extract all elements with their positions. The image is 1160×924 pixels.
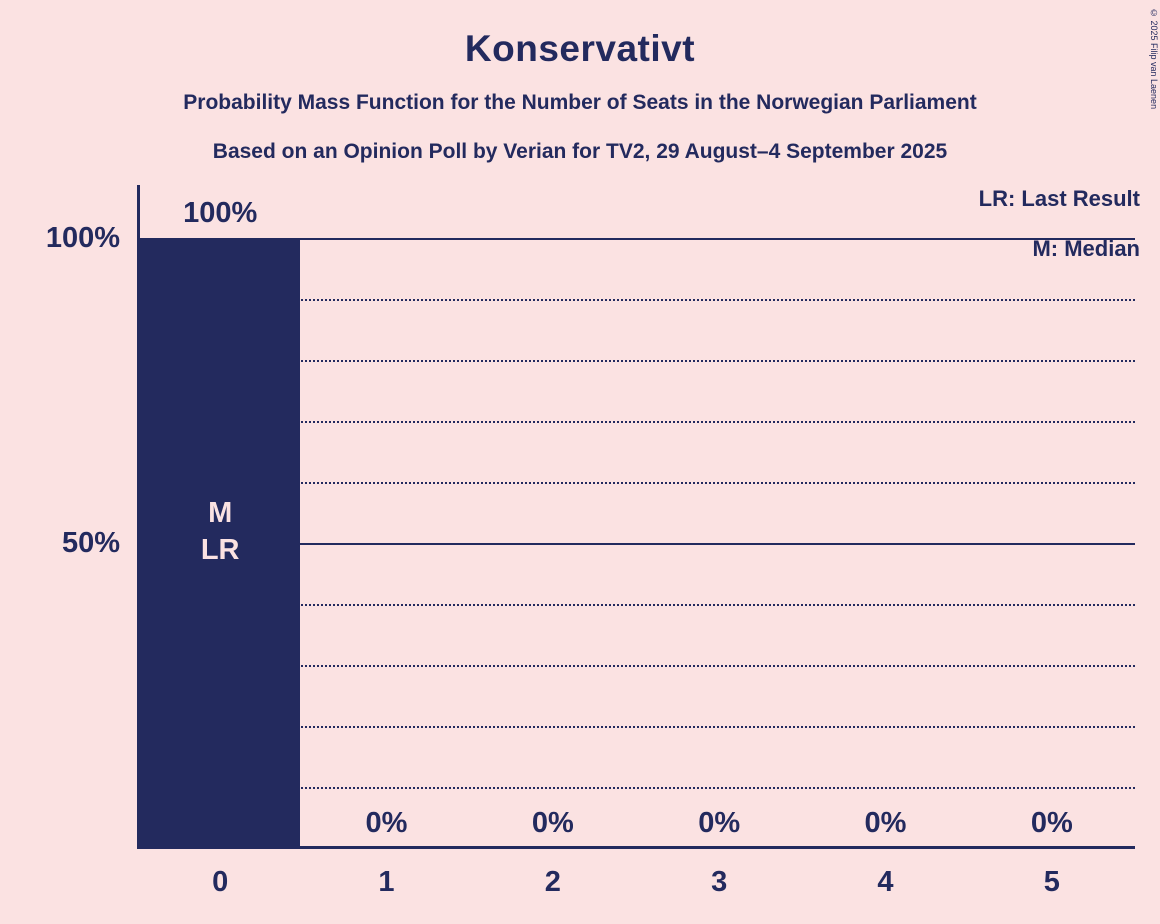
legend: LR: Last Result M: Median: [979, 186, 1140, 286]
x-tick-label-2: 2: [544, 866, 561, 898]
x-axis-labels: 0 1 2 3 4 5: [137, 862, 1135, 906]
x-tick-label-0: 0: [212, 866, 229, 898]
chart-title: Konservativt: [464, 28, 696, 69]
gridline-60: [140, 482, 1135, 484]
gridline-20: [140, 726, 1135, 728]
x-axis-line: [137, 846, 1135, 849]
value-label-0: 100%: [183, 197, 258, 229]
gridline-80: [140, 360, 1135, 362]
value-label-4: 0%: [864, 807, 907, 839]
gridline-10: [140, 787, 1135, 789]
legend-last-result: LR: Last Result: [978, 186, 1140, 211]
gridline-50: [140, 543, 1135, 545]
gridline-70: [140, 421, 1135, 423]
value-label-3: 0%: [698, 807, 741, 839]
copyright-text: © 2025 Filip van Laenen: [1149, 8, 1159, 110]
x-tick-label-5: 5: [1043, 866, 1060, 898]
x-tick-label-1: 1: [378, 866, 395, 898]
chart-subtitle-line1: Probability Mass Function for the Number…: [183, 91, 977, 114]
x-tick-label-3: 3: [711, 866, 728, 898]
x-tick-label-4: 4: [877, 866, 894, 898]
y-axis-label-100: 100%: [45, 222, 120, 254]
y-axis-line: [137, 185, 140, 848]
legend-median: M: Median: [1032, 236, 1140, 261]
bar-annotation-line: M: [208, 497, 233, 529]
bar-annotation-0: M LR: [137, 495, 303, 569]
value-label-5: 0%: [1030, 807, 1073, 839]
bar-seats-0: [140, 238, 300, 848]
y-axis-labels: 100% 50%: [0, 185, 120, 848]
y-axis-label-50: 50%: [61, 527, 120, 559]
gridline-100: [140, 238, 1135, 240]
gridline-40: [140, 604, 1135, 606]
plot-area: 100% 0% 0% 0% 0% 0% M LR: [137, 185, 1135, 849]
gridline-90: [140, 299, 1135, 301]
bar-annotation-line: LR: [200, 534, 240, 566]
chart-subtitle-line2: Based on an Opinion Poll by Verian for T…: [212, 140, 948, 163]
value-label-2: 0%: [531, 807, 574, 839]
value-label-1: 0%: [365, 807, 408, 839]
gridline-30: [140, 665, 1135, 667]
